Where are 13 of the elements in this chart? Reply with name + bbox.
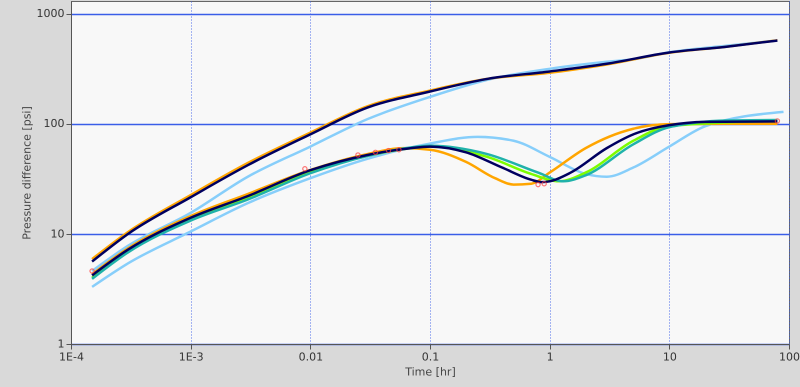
x-tick-label: 10 [662, 350, 677, 364]
y-tick-label: 100 [44, 117, 64, 130]
x-tick-label: 1 [546, 350, 554, 364]
x-tick-label: 1E-4 [59, 350, 84, 364]
x-tick-label: 100 [779, 350, 800, 364]
x-tick-label: 0.01 [298, 350, 324, 364]
y-tick-label: 1 [58, 338, 64, 350]
x-tick-label: 0.1 [422, 350, 440, 364]
y-tick-label: 1000 [36, 7, 64, 20]
x-axis-title: Time [hr] [404, 366, 456, 378]
y-axis-title: Pressure difference [psi] [20, 106, 34, 240]
x-tick-label: 1E-3 [178, 350, 204, 364]
y-tick-label: 10 [50, 227, 64, 240]
